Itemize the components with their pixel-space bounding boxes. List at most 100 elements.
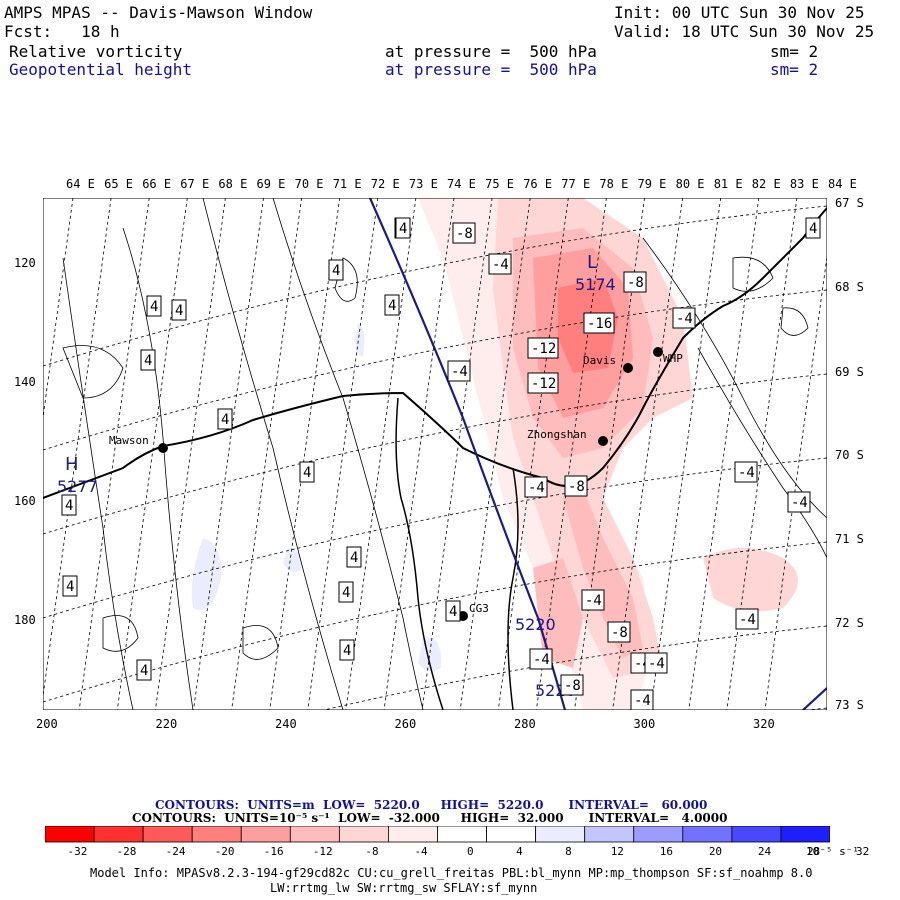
field2-name: Geopotential height xyxy=(9,60,193,79)
vorticity-label: -16 xyxy=(583,312,615,334)
lon-label: 80 E xyxy=(675,177,705,191)
colorbar-label: 0 xyxy=(467,845,474,858)
valid-time: Valid: 18 UTC Sun 30 Nov 25 xyxy=(614,22,875,41)
svg-text:-4: -4 xyxy=(492,257,509,273)
colorbar-swatch xyxy=(633,826,684,843)
svg-text:-4: -4 xyxy=(648,656,665,672)
svg-text:-4: -4 xyxy=(528,480,545,496)
lat-label: 67 S xyxy=(835,196,864,210)
meridian-line xyxy=(764,253,827,710)
meridian-line xyxy=(116,198,188,710)
field1-level: at pressure = 500 hPa xyxy=(385,42,597,61)
legend-vorticity: CONTOURS: UNITS=10⁻⁵ s⁻¹ LOW= -32.000 HI… xyxy=(132,811,728,825)
meridian-line xyxy=(307,198,379,710)
svg-text:-12: -12 xyxy=(531,341,556,357)
colorbar-units: 10⁻⁵ s⁻¹ xyxy=(806,845,859,858)
colorbar-swatch xyxy=(682,826,733,843)
parallel-line xyxy=(43,205,827,367)
vorticity-label: 4 xyxy=(217,408,233,430)
vorticity-label: 4 xyxy=(445,600,461,622)
colorbar-label: -4 xyxy=(414,845,428,858)
svg-text:4: 4 xyxy=(144,353,152,369)
lon-label: 64 E xyxy=(66,177,95,191)
svg-text:-8: -8 xyxy=(564,678,581,694)
svg-text:4: 4 xyxy=(140,663,148,679)
colorbar-label: 4 xyxy=(516,845,523,858)
station-zhongshan xyxy=(598,436,608,446)
meridian-line xyxy=(345,198,417,710)
colorbar-label: 12 xyxy=(610,845,624,858)
x-tick-label: 220 xyxy=(155,717,178,731)
station-davis xyxy=(623,363,633,373)
svg-text:-4: -4 xyxy=(738,465,755,481)
vorticity-label: -4 xyxy=(644,652,668,674)
meridian-line xyxy=(231,198,302,710)
parallel-line xyxy=(43,457,827,619)
svg-text:4: 4 xyxy=(175,303,183,319)
vorticity-label: -8 xyxy=(452,222,476,244)
vorticity-label: -4 xyxy=(672,307,696,329)
vorticity-label: 4 xyxy=(395,217,411,239)
colorbar-swatch xyxy=(142,826,193,843)
colorbar-label: 8 xyxy=(565,845,572,858)
svg-text:-8: -8 xyxy=(611,625,628,641)
y-tick-label: 120 xyxy=(14,256,36,270)
colorbar-swatch xyxy=(289,826,340,843)
height-contour-corner xyxy=(802,687,827,710)
label-zhongshan: Zhongshan xyxy=(527,428,587,441)
meridian-line xyxy=(459,198,531,710)
vorticity-label: -4 xyxy=(734,461,758,483)
legend-height: CONTOURS: UNITS=m LOW= 5220.0 HIGH= 5220… xyxy=(155,798,708,812)
station-whp xyxy=(653,347,663,357)
vorticity-label: -4 xyxy=(581,589,605,611)
colorbar-swatch xyxy=(731,826,782,843)
svg-text:4: 4 xyxy=(350,550,358,566)
meridian-line xyxy=(612,198,683,710)
lon-label: 68 E xyxy=(218,177,248,191)
svg-text:-12: -12 xyxy=(531,376,556,392)
lon-label: 76 E xyxy=(523,177,553,191)
meridian-line xyxy=(650,198,722,710)
ice-shelf-edge xyxy=(395,397,444,710)
vorticity-label: 4 xyxy=(171,299,187,321)
colorbar-label: 28 xyxy=(806,845,821,858)
colorbar-swatch xyxy=(437,826,487,843)
vorticity-label: 4 xyxy=(346,546,362,568)
station-mawson xyxy=(158,443,168,453)
colorbar-label: -28 xyxy=(116,845,137,858)
colorbar-swatch xyxy=(486,826,537,843)
parallel-line xyxy=(43,289,827,451)
svg-text:4: 4 xyxy=(65,498,73,514)
lon-label: 70 E xyxy=(294,177,324,191)
colorbar-swatch xyxy=(388,826,438,843)
y-tick-label: 180 xyxy=(14,613,36,627)
vorticity-label: 4 xyxy=(136,659,152,681)
colorbar-swatch xyxy=(191,826,242,843)
high-value: 5277 xyxy=(57,477,98,496)
svg-text:4: 4 xyxy=(332,263,340,279)
lon-label: 65 E xyxy=(104,177,133,191)
x-tick-label: 240 xyxy=(275,717,297,731)
svg-text:-4: -4 xyxy=(451,364,468,380)
meridian-line xyxy=(43,198,74,421)
high-label: H xyxy=(65,454,79,475)
vorticity-label: -4 xyxy=(524,476,548,498)
field1-smooth: sm= 2 xyxy=(770,42,819,61)
colorbar-label: -20 xyxy=(214,845,235,858)
lat-label: 69 S xyxy=(835,365,864,379)
init-time: Init: 00 UTC Sun 30 Nov 25 xyxy=(614,3,865,22)
meridian-line xyxy=(78,198,150,710)
vorticity-label: 4 xyxy=(328,259,344,281)
model-info-line2: LW:rrtmg_lw SW:rrtmg_sw SFLAY:sf_mynn xyxy=(270,881,538,895)
model-info-line1: Model Info: MPASv8.2.3-194-gf29cd82c CU:… xyxy=(90,866,813,880)
svg-text:4: 4 xyxy=(809,221,817,237)
lon-label: 79 E xyxy=(637,177,667,191)
svg-text:4: 4 xyxy=(221,412,229,428)
svg-text:4: 4 xyxy=(399,221,407,237)
label-cg3: CG3 xyxy=(469,602,489,615)
vorticity-label: 4 xyxy=(338,581,354,603)
svg-text:-8: -8 xyxy=(456,226,473,242)
svg-text:-8: -8 xyxy=(627,275,644,291)
parallel-line xyxy=(322,625,827,710)
parallel-line xyxy=(43,373,827,535)
